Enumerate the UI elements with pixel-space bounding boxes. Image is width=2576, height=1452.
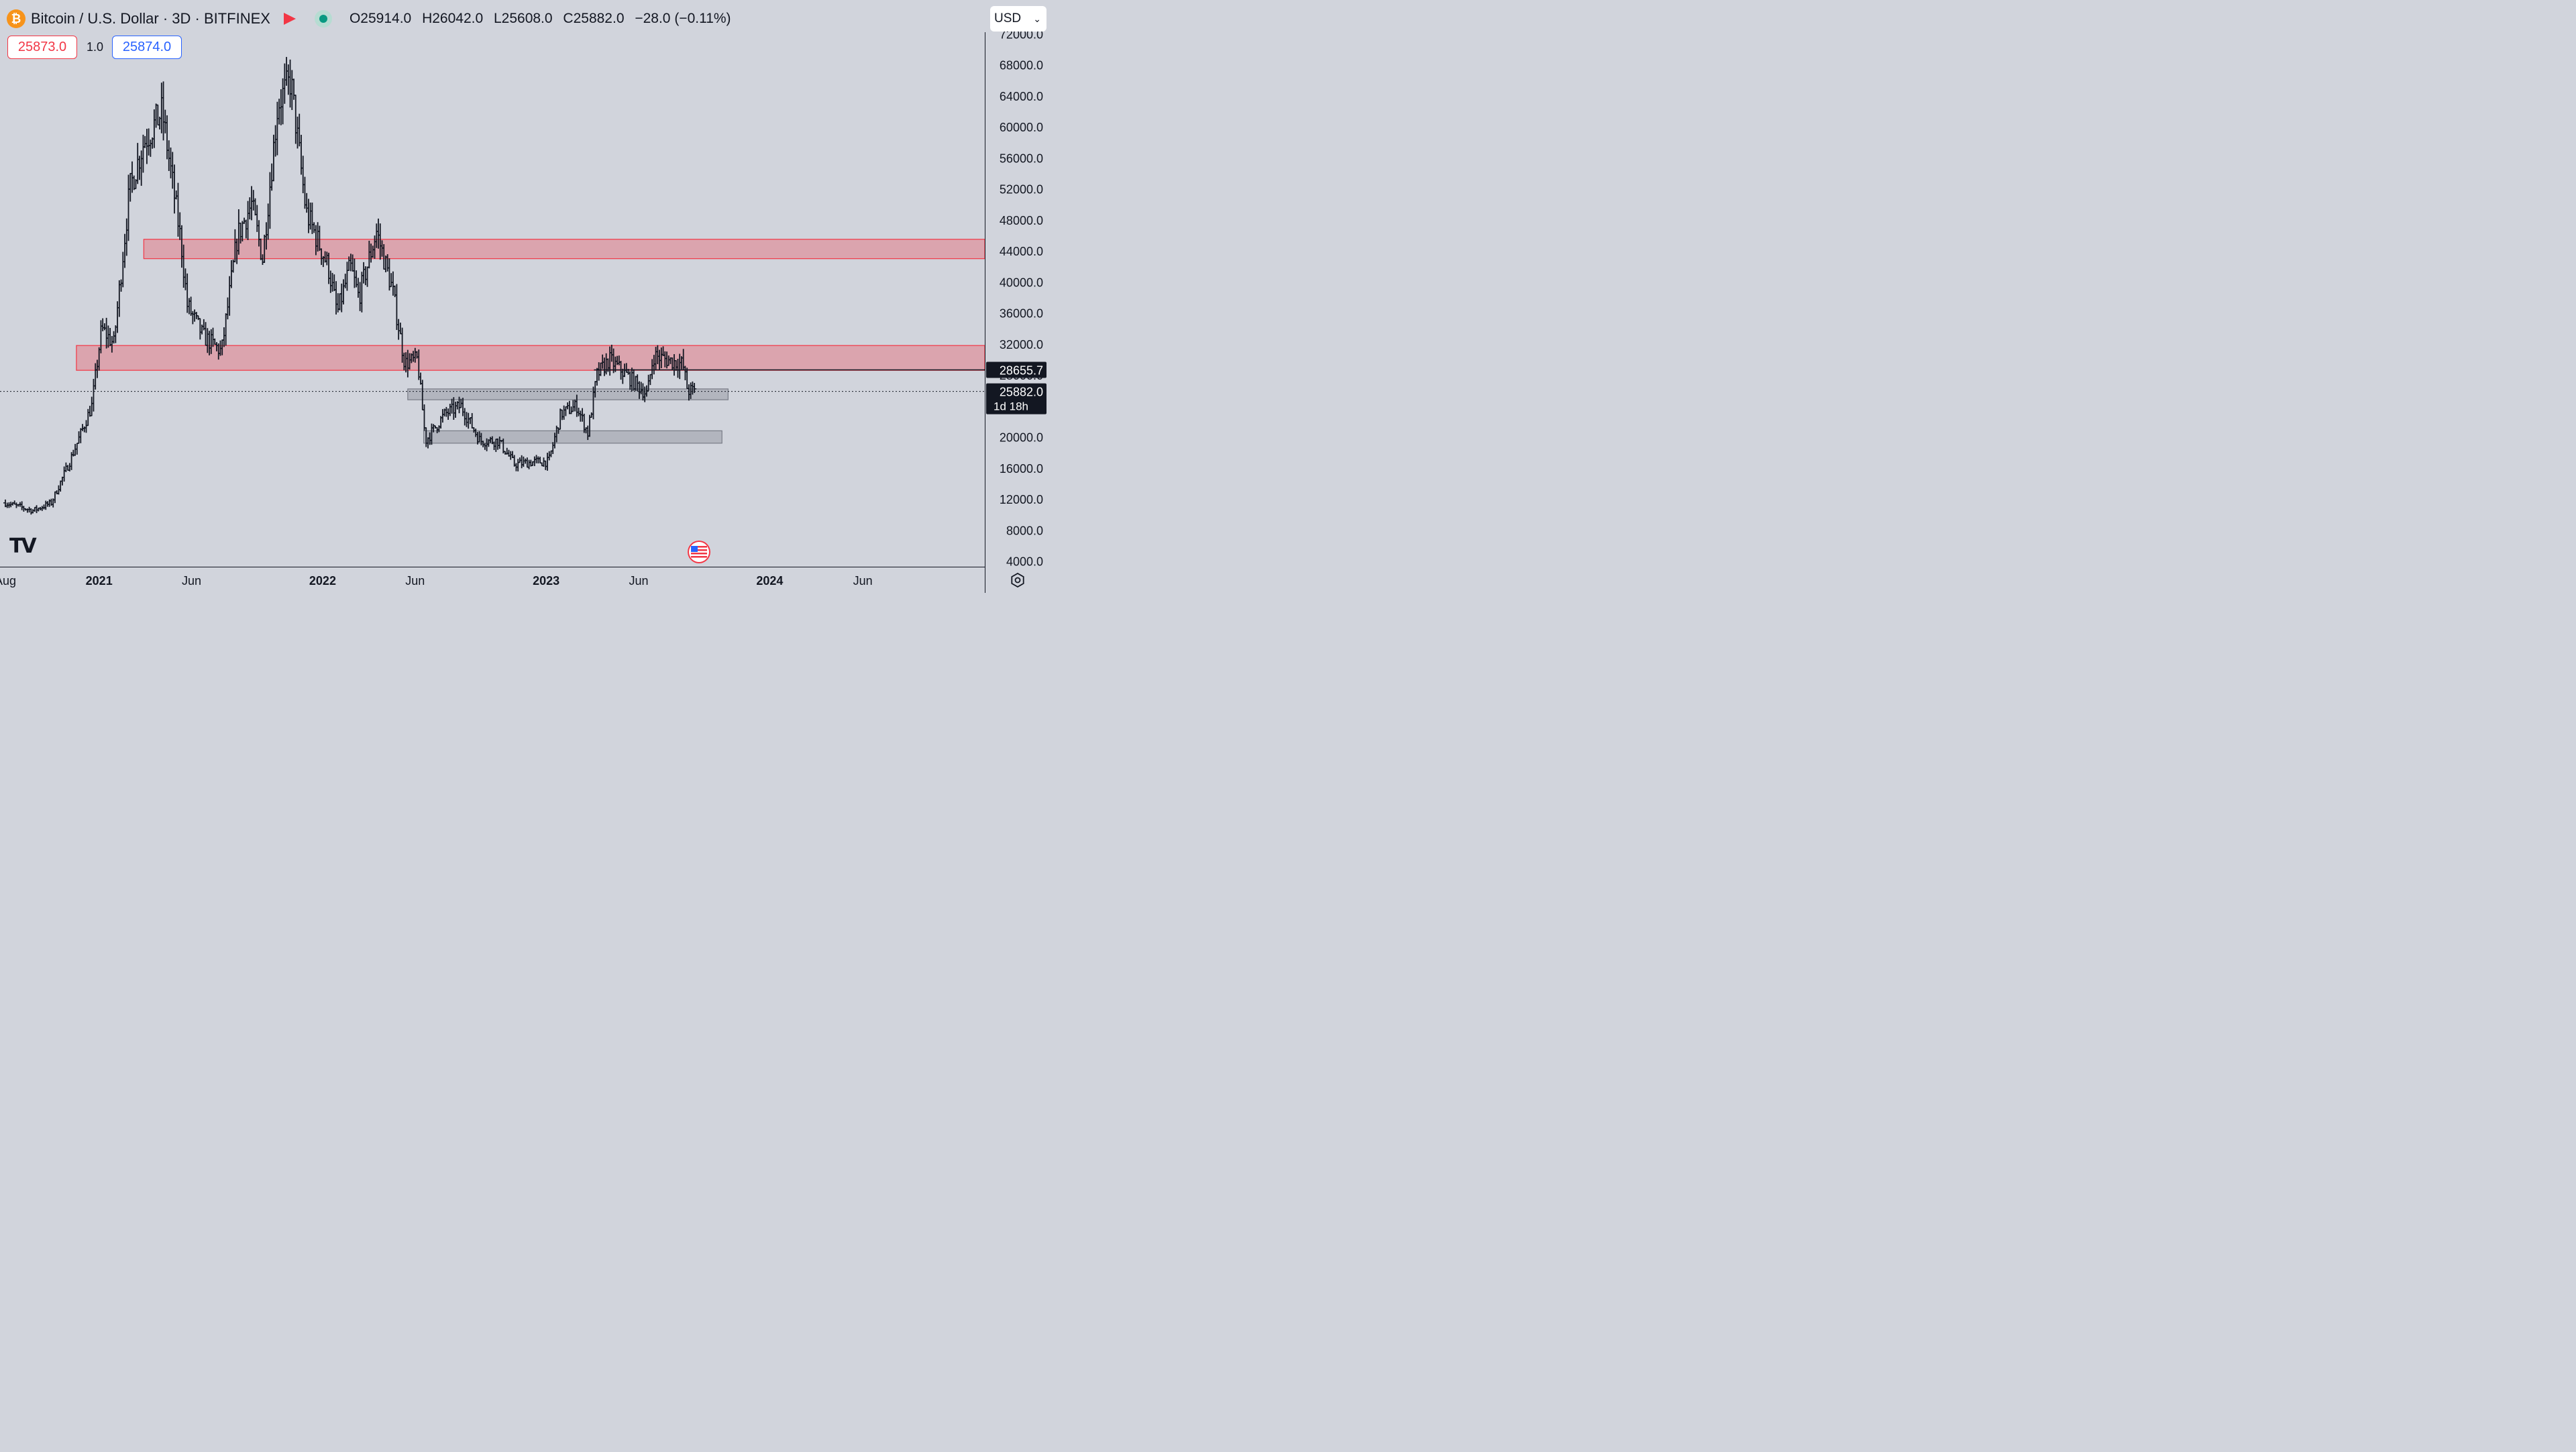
close-value: C25882.0 <box>563 11 625 26</box>
price-tick-label: 32000.0 <box>1000 338 1043 351</box>
time-tick-label: Aug <box>0 574 16 588</box>
us-flag-event-icon[interactable] <box>688 541 710 563</box>
support-zone <box>423 430 722 444</box>
open-value: O25914.0 <box>349 11 412 26</box>
price-tick-label: 20000.0 <box>1000 431 1043 445</box>
time-tick-label: Jun <box>629 574 649 588</box>
sell-button[interactable]: 25873.0 <box>7 36 77 59</box>
price-chart[interactable]: 4000.08000.012000.016000.020000.024000.0… <box>0 0 1052 593</box>
time-tick-label: 2022 <box>309 574 336 588</box>
currency-select[interactable]: USD ⌄ <box>990 6 1046 32</box>
resistance-zone <box>143 239 985 260</box>
level-label-bg <box>986 361 1046 378</box>
time-tick-label: 2024 <box>756 574 783 588</box>
current-label-bg <box>986 383 1046 414</box>
price-tick-label: 52000.0 <box>1000 183 1043 197</box>
resistance-zone <box>76 345 985 371</box>
bitcoin-icon: ₿ <box>7 9 25 28</box>
ohlc-bars <box>3 56 697 515</box>
price-tick-label: 4000.0 <box>1006 555 1043 569</box>
price-tick-label: 48000.0 <box>1000 214 1043 227</box>
tradingview-logo[interactable]: TV <box>9 535 37 558</box>
time-tick-label: Jun <box>405 574 425 588</box>
price-tick-label: 64000.0 <box>1000 90 1043 103</box>
currency-label: USD <box>994 11 1022 25</box>
price-tick-label: 8000.0 <box>1006 524 1043 537</box>
ohlc-readout: O25914.0 H26042.0 L25608.0 C25882.0 −28.… <box>350 11 738 27</box>
high-value: H26042.0 <box>422 11 484 26</box>
current-price-text: 25882.0 <box>1000 386 1043 399</box>
settings-icon[interactable] <box>1010 573 1025 588</box>
time-tick-label: 2021 <box>86 574 113 588</box>
price-tick-label: 36000.0 <box>1000 307 1043 321</box>
support-zone <box>407 388 729 400</box>
change-value: −28.0 (−0.11%) <box>635 11 731 26</box>
price-tick-label: 44000.0 <box>1000 245 1043 258</box>
low-value: L25608.0 <box>493 11 553 26</box>
current-price-label: 25882.01d 18h <box>986 383 1046 414</box>
price-tick-label: 56000.0 <box>1000 152 1043 165</box>
ohlc-bar <box>172 164 176 214</box>
price-tick-label: 16000.0 <box>1000 462 1043 476</box>
price-tick-label: 60000.0 <box>1000 121 1043 134</box>
price-tick-label: 40000.0 <box>1000 276 1043 289</box>
symbol-header: ₿ Bitcoin / U.S. Dollar · 3D · BITFINEX … <box>7 8 738 30</box>
time-tick-label: 2023 <box>533 574 559 588</box>
chevron-down-icon: ⌄ <box>1033 13 1041 24</box>
buy-button[interactable]: 25874.0 <box>112 36 182 59</box>
time-tick-label: Jun <box>182 574 201 588</box>
spread-value: 1.0 <box>87 40 104 54</box>
flag-icon[interactable] <box>283 13 296 25</box>
countdown-text: 1d 18h <box>994 400 1028 413</box>
price-tick-label: 68000.0 <box>1000 59 1043 72</box>
price-tick-label: 12000.0 <box>1000 493 1043 506</box>
time-tick-label: Jun <box>853 574 873 588</box>
level-price-label: 28655.7 <box>986 361 1046 378</box>
level-label-text: 28655.7 <box>1000 364 1043 378</box>
symbol-title[interactable]: Bitcoin / U.S. Dollar · 3D · BITFINEX <box>31 10 270 27</box>
market-status-icon[interactable] <box>314 10 332 27</box>
